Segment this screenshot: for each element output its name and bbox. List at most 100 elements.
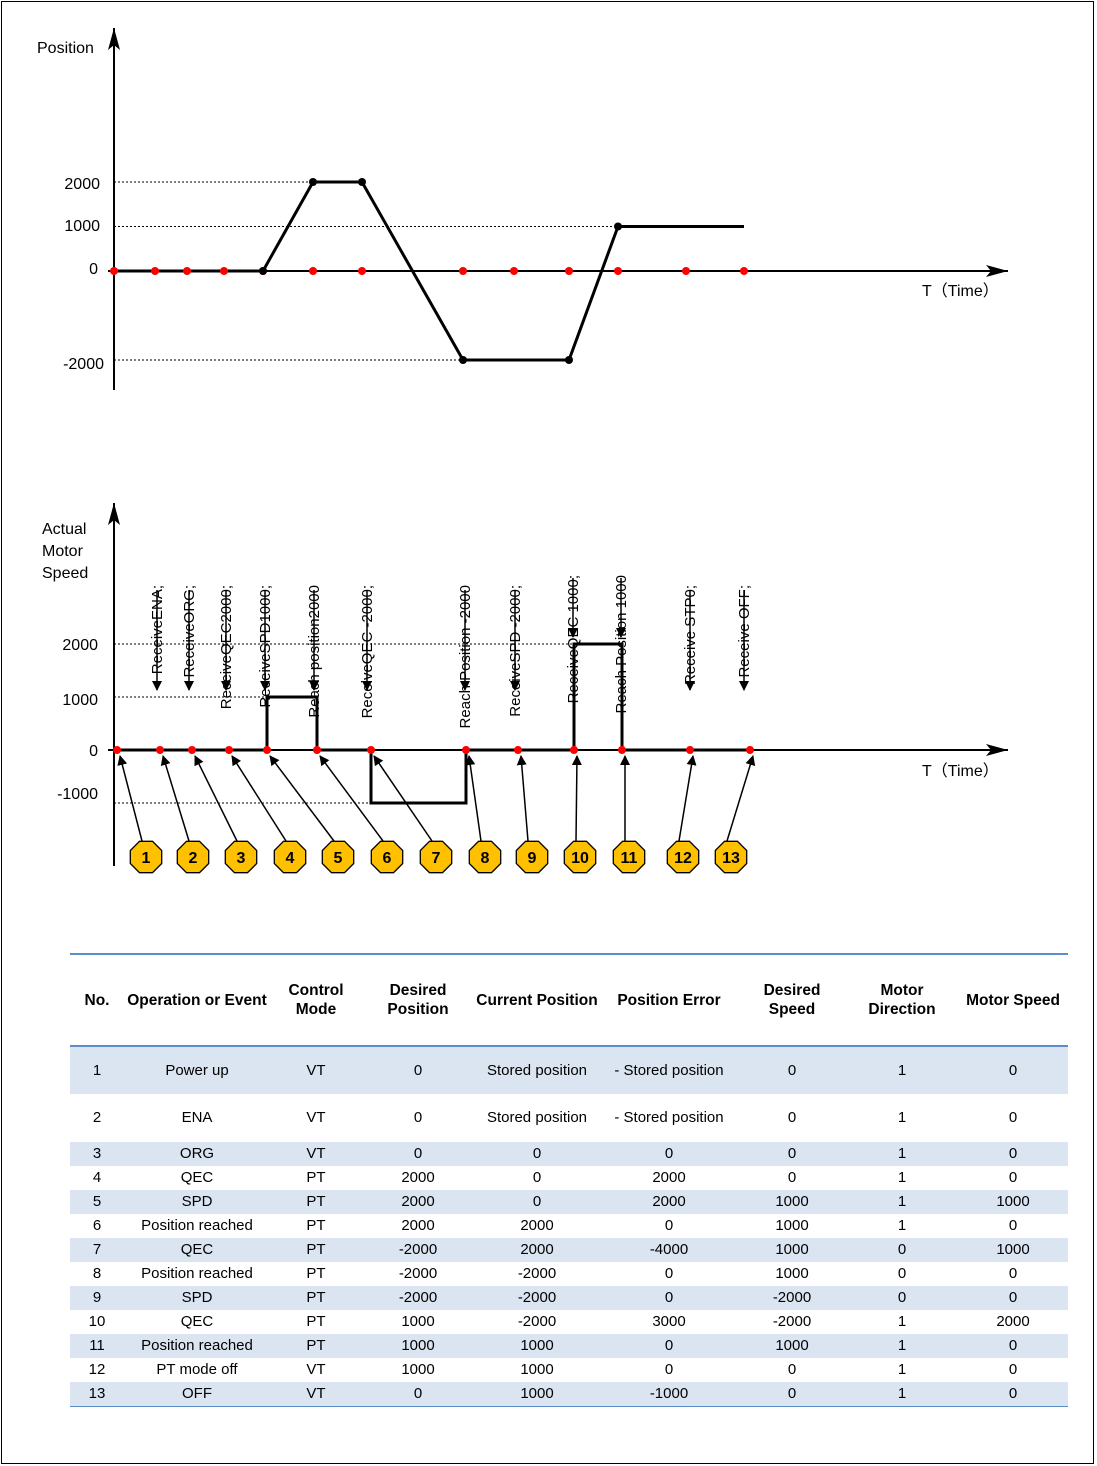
table-cell: 8 (92, 1265, 102, 1282)
table-cell: - Stored position (614, 1109, 724, 1126)
position-tick-0: 0 (89, 261, 98, 278)
event-marker-octagon (176, 840, 210, 874)
table-row: 10 QEC PT 1000 -2000 3000 -2000 1 2000 (70, 1310, 1068, 1334)
table-cell: 1000 (958, 1190, 1068, 1214)
position-event-point (459, 267, 467, 275)
event-marker-number: 1 (142, 850, 151, 867)
table-cell: VT (306, 1361, 326, 1378)
table-cell: 0 (1008, 1109, 1018, 1126)
table-cell: OFF (124, 1382, 270, 1407)
event-marker-octagon (129, 840, 163, 874)
table-header-cell: Control Mode (270, 953, 362, 1047)
table-header-cell: Current Position (474, 953, 600, 1047)
event-marker-number: 2 (189, 850, 198, 867)
table-cell: -1000 (600, 1382, 738, 1407)
position-x-label: T（Time） (922, 282, 999, 300)
table-cell: 0 (1008, 1361, 1018, 1378)
position-tick-1000: 1000 (64, 218, 100, 235)
table-cell: 0 (787, 1109, 797, 1126)
table-cell: -2000 (772, 1313, 812, 1330)
event-marker-octagon (419, 840, 453, 874)
event-marker-octagon (468, 840, 502, 874)
event-marker-number: 7 (432, 850, 441, 867)
table-cell: 0 (738, 1382, 846, 1407)
event-marker-octagon (612, 840, 646, 874)
marker-pointer-arrow (678, 755, 697, 842)
speed-event-point (313, 746, 321, 754)
table-header-row: No. Operation or Event Control Mode Desired… (70, 953, 1068, 1047)
marker-pointer-arrow (465, 755, 482, 842)
marker-pointer-arrow (571, 755, 582, 842)
position-event-point (220, 267, 228, 275)
event-marker-number: 8 (481, 850, 490, 867)
table-cell: -2000 (738, 1286, 846, 1310)
table-cell: 0 (600, 1286, 738, 1310)
table-header-cell: Desired Position (362, 953, 474, 1047)
table-row: 7 QEC PT -2000 2000 -4000 1000 0 1000 (70, 1238, 1068, 1262)
table-cell: PT (270, 1286, 362, 1310)
table-cell: 2000 (652, 1169, 686, 1186)
speed-tick-0: 0 (89, 743, 98, 760)
event-marker-octagon (515, 840, 549, 874)
table-cell: 1000 (738, 1238, 846, 1262)
table-cell: 1000 (474, 1382, 600, 1407)
speed-series-line (114, 642, 750, 805)
table-cell: 0 (413, 1109, 423, 1126)
table-cell: VT (306, 1109, 326, 1126)
event-marker-octagon (714, 840, 748, 874)
position-tick-2000: 2000 (64, 176, 100, 193)
table-cell: 0 (664, 1265, 674, 1282)
speed-event-point (618, 746, 626, 754)
table-cell: 1000 (520, 1361, 554, 1378)
table-cell: 0 (362, 1142, 474, 1166)
position-event-point (183, 267, 191, 275)
speed-x-label: T（Time） (922, 762, 999, 780)
table-cell: -2000 (362, 1286, 474, 1310)
table-cell: 0 (532, 1169, 542, 1186)
position-event-point (309, 267, 317, 275)
table-cell: Power up (124, 1046, 270, 1094)
table-cell: QEC (180, 1169, 214, 1186)
position-vertex-point (358, 178, 366, 186)
table-cell: 1000 (401, 1313, 435, 1330)
table-cell: PT (270, 1190, 362, 1214)
table-cell: - Stored position (600, 1046, 738, 1094)
table-cell: 11 (70, 1334, 124, 1358)
event-marker-octagon (563, 840, 597, 874)
table-cell: 2000 (996, 1313, 1030, 1330)
table-cell: 0 (738, 1142, 846, 1166)
marker-pointer-arrow (231, 755, 287, 842)
position-vertex-point (309, 178, 317, 186)
table-cell: 1000 (738, 1190, 846, 1214)
table-header-cell: Motor Speed (958, 953, 1068, 1047)
table-cell: ORG (124, 1142, 270, 1166)
speed-event-point (462, 746, 470, 754)
table-cell: QEC (180, 1313, 214, 1330)
marker-pointer-arrow (117, 755, 143, 842)
table-cell: 0 (600, 1142, 738, 1166)
table-cell: 1 (846, 1142, 958, 1166)
table-cell: PT (306, 1169, 326, 1186)
table-cell: 1 (897, 1109, 907, 1126)
table-cell: Stored position (474, 1046, 600, 1094)
table-cell: 0 (362, 1382, 474, 1407)
event-marker-number: 4 (286, 850, 295, 867)
table-cell: 3000 (652, 1313, 686, 1330)
table-cell: 0 (787, 1169, 797, 1186)
speed-event-point (156, 746, 164, 754)
speed-event-point (188, 746, 196, 754)
table-cell: -2000 (517, 1265, 557, 1282)
table-header-cell: Operation or Event (124, 953, 270, 1047)
table-cell: 2 (92, 1109, 102, 1126)
table-cell: 0 (787, 1361, 797, 1378)
table-cell: 13 (70, 1382, 124, 1407)
speed-tick-neg1000: -1000 (57, 786, 98, 803)
table-row: 6 Position reached PT 2000 2000 0 1000 1 0 (70, 1214, 1068, 1238)
position-event-point (510, 267, 518, 275)
event-marker-number: 10 (571, 850, 589, 867)
table-cell: PT (306, 1217, 326, 1234)
table-cell: 1000 (474, 1334, 600, 1358)
table-row: 1 Power up VT 0 Stored position - Stored posi… (70, 1046, 1068, 1094)
event-marker-number: 12 (674, 850, 692, 867)
table-cell: 1 (846, 1190, 958, 1214)
